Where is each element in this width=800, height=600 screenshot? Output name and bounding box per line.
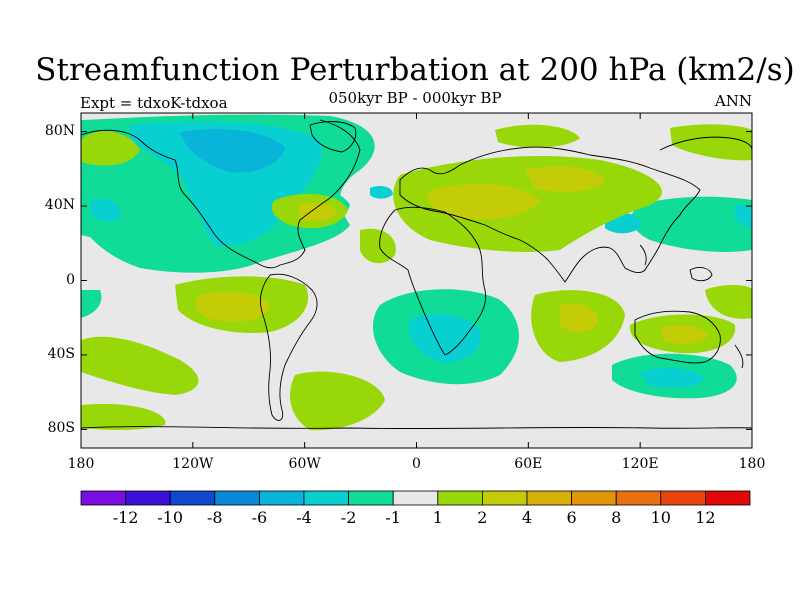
contour-positive-antarctic — [81, 403, 166, 430]
contour-positive-westafrica — [360, 228, 396, 264]
contour-cyan-npac — [734, 204, 752, 228]
coast-north-america — [81, 119, 361, 269]
contour-cyan-pacific — [90, 198, 121, 222]
lat-label: 80N — [44, 122, 75, 139]
coast-south-america — [259, 273, 318, 421]
colorbar-label: 4 — [521, 508, 533, 527]
contour-yellow-centralasia — [525, 166, 605, 192]
colorbar-swatch — [303, 490, 349, 506]
colorbar-label: -12 — [112, 508, 139, 527]
contour-yellow-natl — [298, 202, 337, 221]
coast-siberia — [659, 136, 752, 151]
colorbar-swatch — [571, 490, 617, 506]
coast-philippines — [639, 244, 647, 266]
contour-cyan-natl — [370, 186, 393, 199]
contour-yellow-spac — [195, 291, 270, 322]
contour-negative-sp-edge — [81, 290, 102, 318]
coast-eurasia — [399, 146, 701, 283]
lon-label: 60E — [514, 456, 543, 472]
lon-label: 60W — [288, 456, 321, 472]
lon-label: 0 — [412, 456, 421, 472]
colorbar-swatch — [125, 490, 171, 506]
lon-label: 120E — [621, 456, 659, 472]
contour-positive-alaska — [81, 131, 140, 166]
coast-antarctica — [81, 426, 752, 430]
map-subtitle: 050kyr BP - 000kyr BP — [328, 89, 502, 107]
colorbar-label: 2 — [477, 508, 488, 527]
colorbar-swatch — [80, 490, 126, 506]
colorbar-swatch — [705, 490, 751, 506]
contour-cyan-southern — [640, 368, 705, 388]
coast-africa — [379, 206, 487, 356]
contour-negative-wpac — [631, 196, 752, 252]
contour-blue-na — [180, 128, 285, 173]
colorbar-label: -2 — [340, 508, 357, 527]
contour-positive-arctic — [495, 124, 580, 148]
colorbar-label: -10 — [157, 508, 184, 527]
lat-label: 0 — [66, 271, 75, 288]
season-label: ANN — [714, 92, 752, 110]
contour-positive-se-pacific — [81, 336, 199, 395]
colorbar-swatch — [214, 490, 260, 506]
colorbar-swatch — [348, 490, 394, 506]
contour-yellow-australia — [660, 325, 708, 344]
colorbar-swatch — [526, 490, 572, 506]
contour-positive-siberia — [670, 124, 752, 161]
coast-new-zealand — [734, 344, 744, 369]
colorbar-label: -8 — [207, 508, 223, 527]
colorbar-label: 6 — [566, 508, 577, 527]
colorbar-swatch — [169, 490, 216, 506]
contour-positive-sa-south — [290, 371, 385, 431]
colorbar-swatch — [615, 490, 662, 506]
coast-greenland — [309, 121, 357, 153]
colorbar-label: -6 — [251, 508, 268, 527]
experiment-label: Expt = tdxoK-tdxoa — [80, 94, 228, 112]
contour-yellow-indian — [560, 303, 599, 333]
colorbar-label: -4 — [296, 508, 312, 527]
lon-label: 120W — [172, 456, 214, 472]
lat-label: 40N — [44, 197, 75, 214]
colorbar-swatch — [660, 490, 706, 506]
contour-positive-wpac-south — [705, 285, 752, 319]
lon-label: 180 — [67, 456, 95, 472]
colorbar-label: 8 — [611, 508, 622, 527]
coast-indonesia — [689, 267, 713, 282]
colorbar-label: 1 — [432, 508, 443, 527]
axis-ticks — [80, 113, 753, 448]
contour-yellow-mideast — [427, 184, 540, 220]
coastlines — [81, 119, 752, 430]
colorbar-label: 10 — [650, 508, 671, 527]
colorbar-swatch — [258, 490, 305, 506]
map-title: Streamfunction Perturbation at 200 hPa (… — [35, 52, 795, 88]
contour-cyan-africa — [408, 314, 481, 363]
colorbar-swatch — [481, 490, 528, 506]
colorbar-swatch — [392, 490, 439, 506]
colorbar-label: -1 — [385, 508, 401, 527]
colorbar-swatch — [437, 490, 483, 506]
lon-label: 180 — [738, 456, 766, 472]
lat-label: 80S — [47, 420, 75, 437]
colorbar-label: 12 — [695, 508, 716, 527]
lat-label: 40S — [47, 345, 75, 362]
contour-fields — [81, 114, 752, 431]
coast-australia — [634, 310, 721, 364]
